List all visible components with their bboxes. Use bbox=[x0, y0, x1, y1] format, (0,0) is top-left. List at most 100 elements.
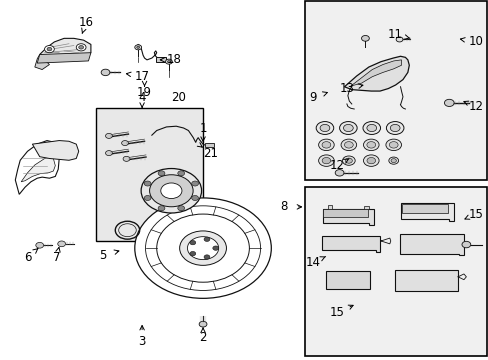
Text: 17: 17 bbox=[134, 69, 149, 82]
Circle shape bbox=[137, 46, 140, 48]
Polygon shape bbox=[350, 60, 401, 86]
Text: 1: 1 bbox=[199, 122, 206, 135]
Circle shape bbox=[389, 125, 399, 132]
Circle shape bbox=[363, 139, 378, 150]
Circle shape bbox=[44, 45, 54, 53]
Polygon shape bbox=[326, 271, 369, 289]
Circle shape bbox=[203, 255, 209, 259]
Polygon shape bbox=[400, 203, 453, 221]
Text: 5: 5 bbox=[99, 249, 106, 262]
Polygon shape bbox=[40, 39, 91, 60]
Circle shape bbox=[157, 214, 249, 282]
Bar bbox=[305, 187, 487, 356]
Text: 12: 12 bbox=[468, 100, 483, 113]
Polygon shape bbox=[344, 56, 408, 91]
Polygon shape bbox=[363, 206, 368, 209]
Circle shape bbox=[322, 157, 330, 164]
Text: 6: 6 bbox=[24, 251, 31, 264]
Circle shape bbox=[339, 122, 356, 134]
Circle shape bbox=[191, 181, 198, 186]
Text: 20: 20 bbox=[171, 91, 186, 104]
Bar bbox=[305, 1, 487, 180]
Text: 21: 21 bbox=[203, 147, 218, 159]
Circle shape bbox=[149, 175, 193, 207]
Polygon shape bbox=[37, 53, 91, 63]
Circle shape bbox=[165, 59, 172, 64]
Text: 7: 7 bbox=[53, 251, 61, 264]
Circle shape bbox=[322, 141, 330, 148]
Polygon shape bbox=[321, 235, 379, 252]
Circle shape bbox=[141, 168, 201, 213]
Circle shape bbox=[343, 125, 352, 132]
Circle shape bbox=[361, 36, 368, 41]
Circle shape bbox=[105, 150, 112, 156]
Circle shape bbox=[461, 241, 470, 248]
Circle shape bbox=[366, 157, 375, 164]
Circle shape bbox=[123, 156, 130, 161]
Circle shape bbox=[199, 321, 206, 327]
Circle shape bbox=[101, 69, 110, 76]
Polygon shape bbox=[323, 210, 367, 217]
Circle shape bbox=[366, 141, 375, 148]
Polygon shape bbox=[21, 156, 55, 182]
Circle shape bbox=[135, 45, 142, 50]
Circle shape bbox=[135, 198, 271, 298]
Circle shape bbox=[144, 195, 151, 201]
Bar bbox=[96, 108, 203, 241]
Circle shape bbox=[187, 237, 218, 260]
Circle shape bbox=[189, 252, 195, 256]
Circle shape bbox=[444, 99, 453, 107]
Circle shape bbox=[340, 139, 356, 150]
Text: 9: 9 bbox=[308, 91, 316, 104]
Circle shape bbox=[363, 155, 378, 166]
Circle shape bbox=[334, 170, 343, 176]
Circle shape bbox=[76, 44, 86, 51]
Circle shape bbox=[105, 134, 112, 138]
Circle shape bbox=[158, 206, 164, 211]
Circle shape bbox=[144, 181, 151, 186]
Circle shape bbox=[386, 122, 403, 134]
Text: 10: 10 bbox=[468, 35, 483, 49]
Circle shape bbox=[189, 240, 195, 245]
Text: 4: 4 bbox=[138, 91, 145, 104]
Circle shape bbox=[388, 141, 397, 148]
Polygon shape bbox=[322, 209, 373, 225]
Circle shape bbox=[320, 125, 329, 132]
Circle shape bbox=[395, 37, 402, 42]
Circle shape bbox=[122, 140, 128, 145]
Circle shape bbox=[366, 125, 376, 132]
Circle shape bbox=[390, 159, 396, 163]
Text: 15: 15 bbox=[329, 306, 344, 319]
Polygon shape bbox=[401, 204, 447, 213]
Text: 14: 14 bbox=[305, 256, 320, 269]
Text: 8: 8 bbox=[279, 201, 286, 213]
Circle shape bbox=[203, 237, 209, 242]
Circle shape bbox=[167, 60, 170, 63]
Circle shape bbox=[342, 156, 354, 165]
Bar bbox=[204, 143, 214, 147]
Circle shape bbox=[385, 139, 401, 150]
Polygon shape bbox=[394, 270, 457, 291]
Circle shape bbox=[212, 246, 218, 250]
Text: 3: 3 bbox=[138, 335, 145, 348]
Polygon shape bbox=[328, 205, 331, 209]
Text: 18: 18 bbox=[166, 53, 181, 66]
Circle shape bbox=[47, 47, 52, 51]
Circle shape bbox=[158, 171, 164, 176]
Text: 15: 15 bbox=[468, 208, 483, 221]
Circle shape bbox=[316, 122, 333, 134]
Circle shape bbox=[178, 171, 184, 176]
Circle shape bbox=[191, 195, 198, 201]
Polygon shape bbox=[15, 140, 59, 194]
Circle shape bbox=[362, 122, 380, 134]
Circle shape bbox=[179, 231, 226, 265]
Bar bbox=[156, 57, 166, 62]
Polygon shape bbox=[32, 140, 79, 160]
Text: 12: 12 bbox=[329, 159, 344, 172]
Circle shape bbox=[58, 241, 65, 247]
Circle shape bbox=[178, 206, 184, 211]
Text: 16: 16 bbox=[79, 16, 93, 29]
Text: 13: 13 bbox=[339, 82, 354, 95]
Text: 11: 11 bbox=[387, 28, 402, 41]
Circle shape bbox=[79, 45, 83, 49]
